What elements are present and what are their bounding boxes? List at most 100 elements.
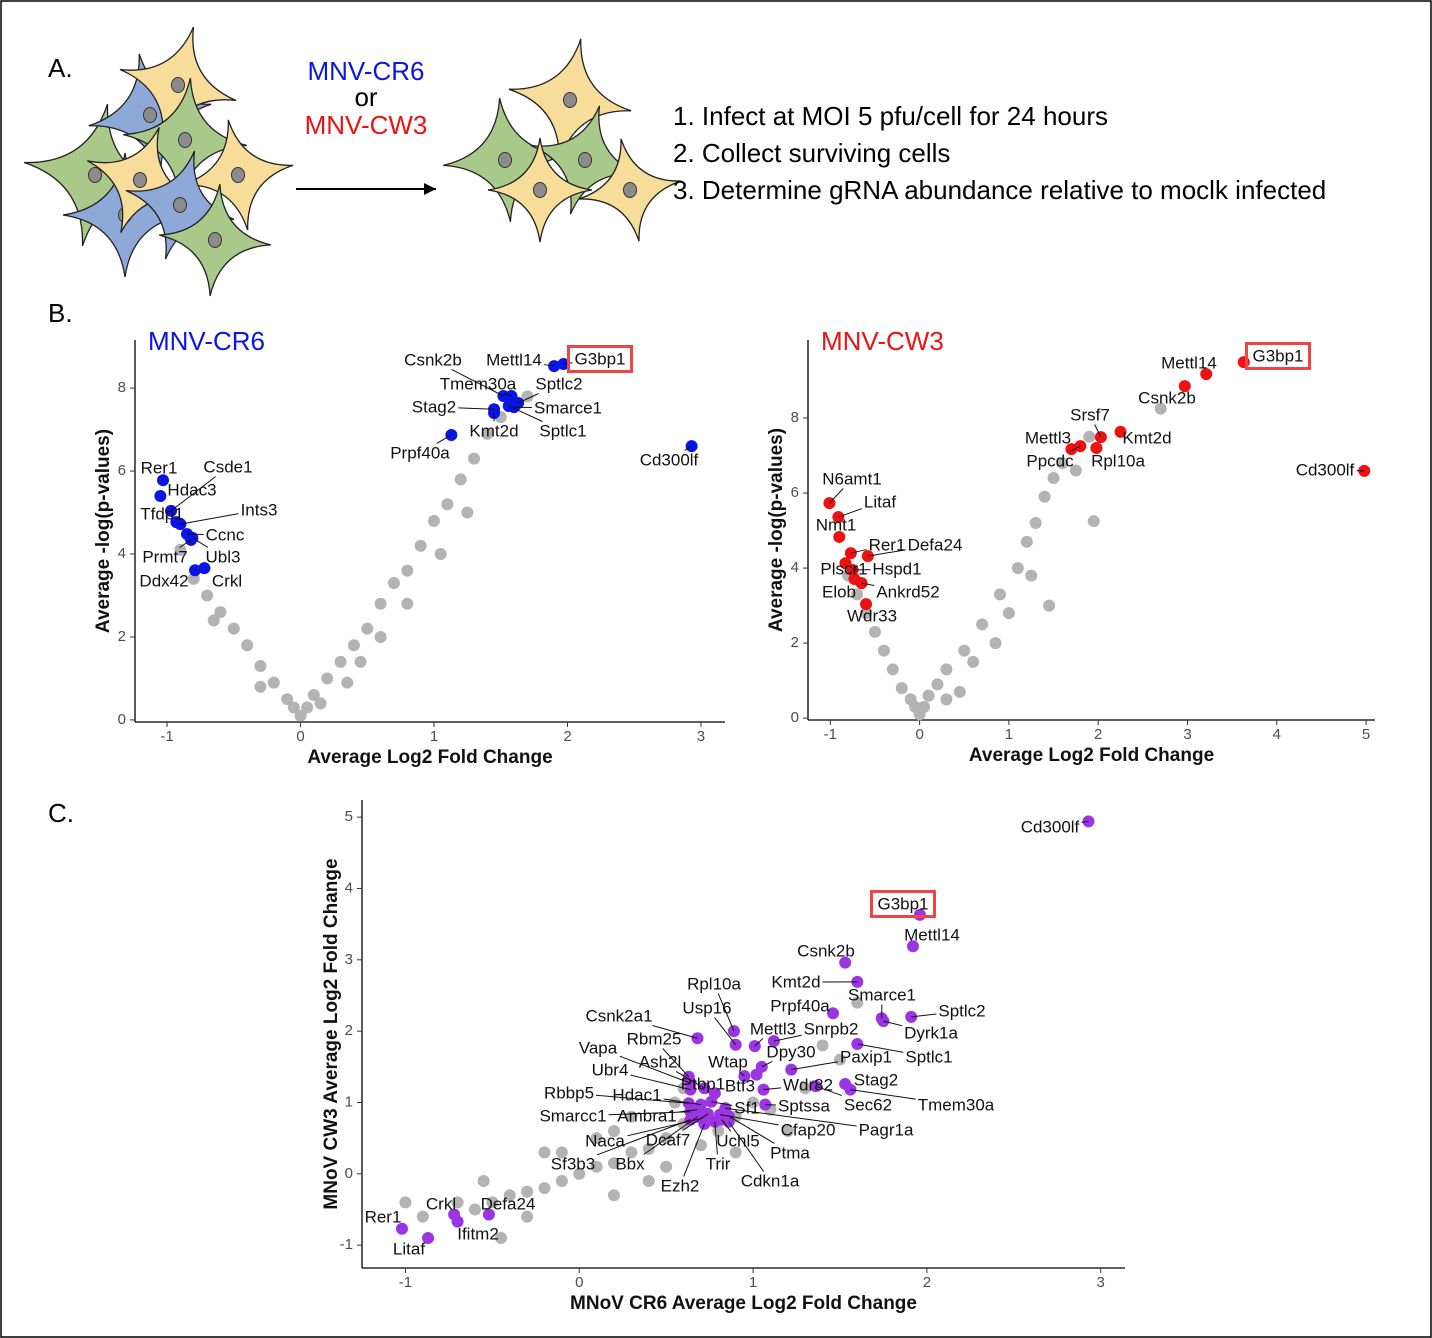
point [241, 639, 253, 651]
point-label: Kmt2d [771, 972, 820, 991]
nucleus [134, 173, 147, 188]
figure: A. B. C. MNV-CR6 or MNV-CW3 1. Infect at… [0, 0, 1432, 1338]
nucleus [179, 133, 192, 148]
point [461, 507, 473, 519]
nucleus [209, 233, 222, 248]
y-tick-label: 4 [791, 559, 799, 576]
x-tick-label: 3 [1096, 1274, 1104, 1291]
point [896, 682, 908, 694]
point-label: Defa24 [481, 1194, 536, 1213]
point-label: Dyrk1a [904, 1023, 958, 1042]
panel-label: C. [48, 798, 74, 828]
nucleus [232, 168, 245, 183]
point-label: Ash2l [639, 1052, 682, 1071]
y-tick-label: 3 [345, 951, 353, 968]
point [388, 577, 400, 589]
point-label: Ints3 [241, 500, 278, 519]
point-label: Ubr4 [592, 1060, 629, 1079]
point-label: Kmt2d [1122, 428, 1171, 447]
point-label: Plscr1 [820, 559, 867, 578]
point-label: Sptlc1 [905, 1047, 952, 1066]
y-axis-title: Average -log(p-values) [766, 428, 787, 632]
point-label: Sptssa [778, 1096, 831, 1115]
point [538, 1182, 550, 1194]
point-label: Prpf40a [390, 443, 450, 462]
point-label: Sf3b3 [551, 1154, 595, 1173]
y-tick-label: 0 [118, 711, 126, 728]
point-label: Wdr33 [847, 606, 897, 625]
y-tick-label: 6 [791, 484, 799, 501]
point-label: Sec62 [844, 1095, 892, 1114]
point-label: Dpy30 [766, 1042, 815, 1061]
point [468, 453, 480, 465]
point [281, 693, 293, 705]
point-label: Stag2 [854, 1070, 898, 1089]
point [254, 681, 266, 693]
point-label: Litaf [393, 1239, 425, 1258]
point-label: Ppcdc [1026, 451, 1074, 470]
y-tick-label: 4 [345, 879, 353, 896]
point [967, 656, 979, 668]
point [869, 626, 881, 638]
point [154, 490, 166, 502]
point [878, 645, 890, 657]
point-label: Ptma [770, 1143, 810, 1162]
point [990, 637, 1002, 649]
y-tick-label: 5 [345, 808, 353, 825]
chart-title: MNV-CW3 [821, 326, 944, 356]
y-tick-label: 2 [791, 634, 799, 651]
point [994, 588, 1006, 600]
point [361, 623, 373, 635]
point [877, 1015, 889, 1027]
point-label: Ankrd52 [876, 582, 939, 601]
point-label: Hdac1 [612, 1085, 661, 1104]
nucleus [172, 78, 185, 93]
y-tick-label: 4 [118, 545, 126, 562]
point-label: Csnk2a1 [585, 1006, 652, 1025]
point [301, 701, 313, 713]
x-tick-label: 0 [575, 1274, 583, 1291]
x-tick-label: 1 [430, 728, 438, 745]
point [1039, 491, 1051, 503]
point-label: Vapa [579, 1038, 618, 1057]
point-label: Smarcc1 [539, 1106, 606, 1125]
point-label: Rbm25 [627, 1029, 682, 1048]
point [817, 1039, 829, 1051]
step: 2. Collect surviving cells [673, 138, 950, 168]
x-tick-label: -1 [824, 726, 837, 743]
point [954, 686, 966, 698]
point-label: G3bp1 [1252, 346, 1303, 365]
point [643, 1175, 655, 1187]
point-label: Elob [822, 582, 856, 601]
point-label: Sptlc1 [539, 421, 586, 440]
y-tick-label: 6 [118, 462, 126, 479]
point [1025, 570, 1037, 582]
x-tick-label: 4 [1273, 726, 1281, 743]
point-label: Ambra1 [617, 1106, 677, 1125]
point [976, 618, 988, 630]
point [1048, 472, 1060, 484]
y-tick-label: 1 [345, 1093, 353, 1110]
x-tick-label: -1 [399, 1274, 412, 1291]
x-tick-label: 0 [296, 728, 304, 745]
point [341, 677, 353, 689]
x-axis-title: Average Log2 Fold Change [307, 747, 552, 768]
point-label: Csde1 [203, 457, 252, 476]
point [355, 656, 367, 668]
point-label: Mettl3 [1025, 428, 1071, 447]
point-label: Paxip1 [840, 1047, 892, 1066]
point [335, 656, 347, 668]
point-label: Rer1 [869, 535, 906, 554]
point-label: Ddx42 [139, 571, 188, 590]
point-label: Bbx [615, 1154, 645, 1173]
point [201, 589, 213, 601]
x-tick-label: 1 [1005, 726, 1013, 743]
y-tick-label: 8 [791, 409, 799, 426]
point [401, 598, 413, 610]
point-label: Btf3 [725, 1076, 755, 1095]
point-label: Kmt2d [469, 421, 518, 440]
point-label: Sptlc2 [535, 374, 582, 393]
point-label: Ptbp1 [681, 1074, 725, 1093]
point [469, 1204, 481, 1216]
point [208, 614, 220, 626]
